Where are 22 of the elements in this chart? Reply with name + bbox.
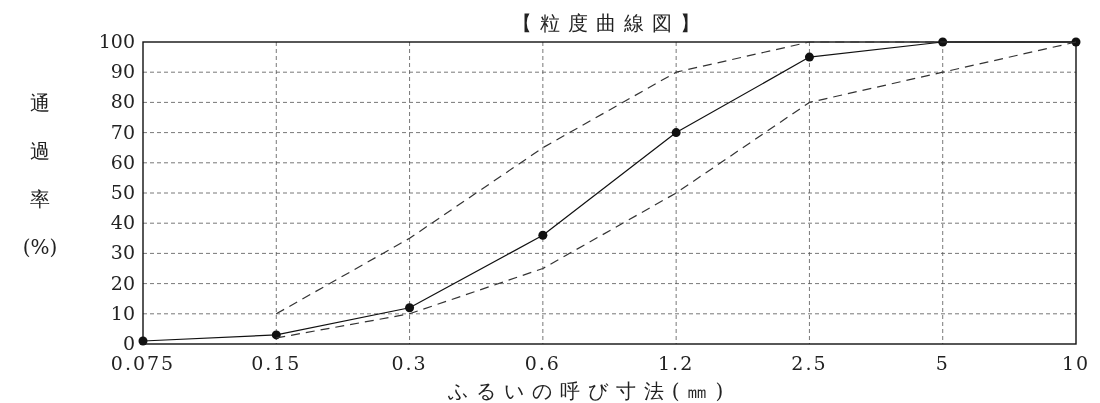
x-tick-label: 0.075 [110,352,176,374]
x-tick-label: 2.5 [791,352,828,374]
text: 通過率(%) [22,91,58,259]
chart-title: 【粒度曲線図】 [511,11,708,35]
x-tick-label: 0.15 [251,352,302,374]
y-tick-label: 0 [122,332,135,354]
x-tick-label: 1.2 [658,352,695,374]
y-tick-label: 90 [110,60,135,83]
y-tick-label: 10 [110,301,135,324]
y-tick-label: 40 [110,211,135,234]
y-tick-label: 50 [110,181,135,203]
y-tick-label: 70 [110,120,135,143]
x-tick-label: 0.6 [524,352,561,374]
y-tick-label: 60 [110,150,135,173]
y-tick-label: 20 [110,271,135,294]
y-tick-label: 30 [110,241,135,264]
x-tick-label: 0.3 [391,352,428,374]
y-tick-label: 100 [98,30,135,52]
x-tick-label: 5 [935,352,950,374]
x-tick-label: 10 [1061,352,1091,374]
y-tick-label: 80 [110,90,135,113]
x-axis-title: ふるいの呼び寸法(㎜) [446,379,732,403]
